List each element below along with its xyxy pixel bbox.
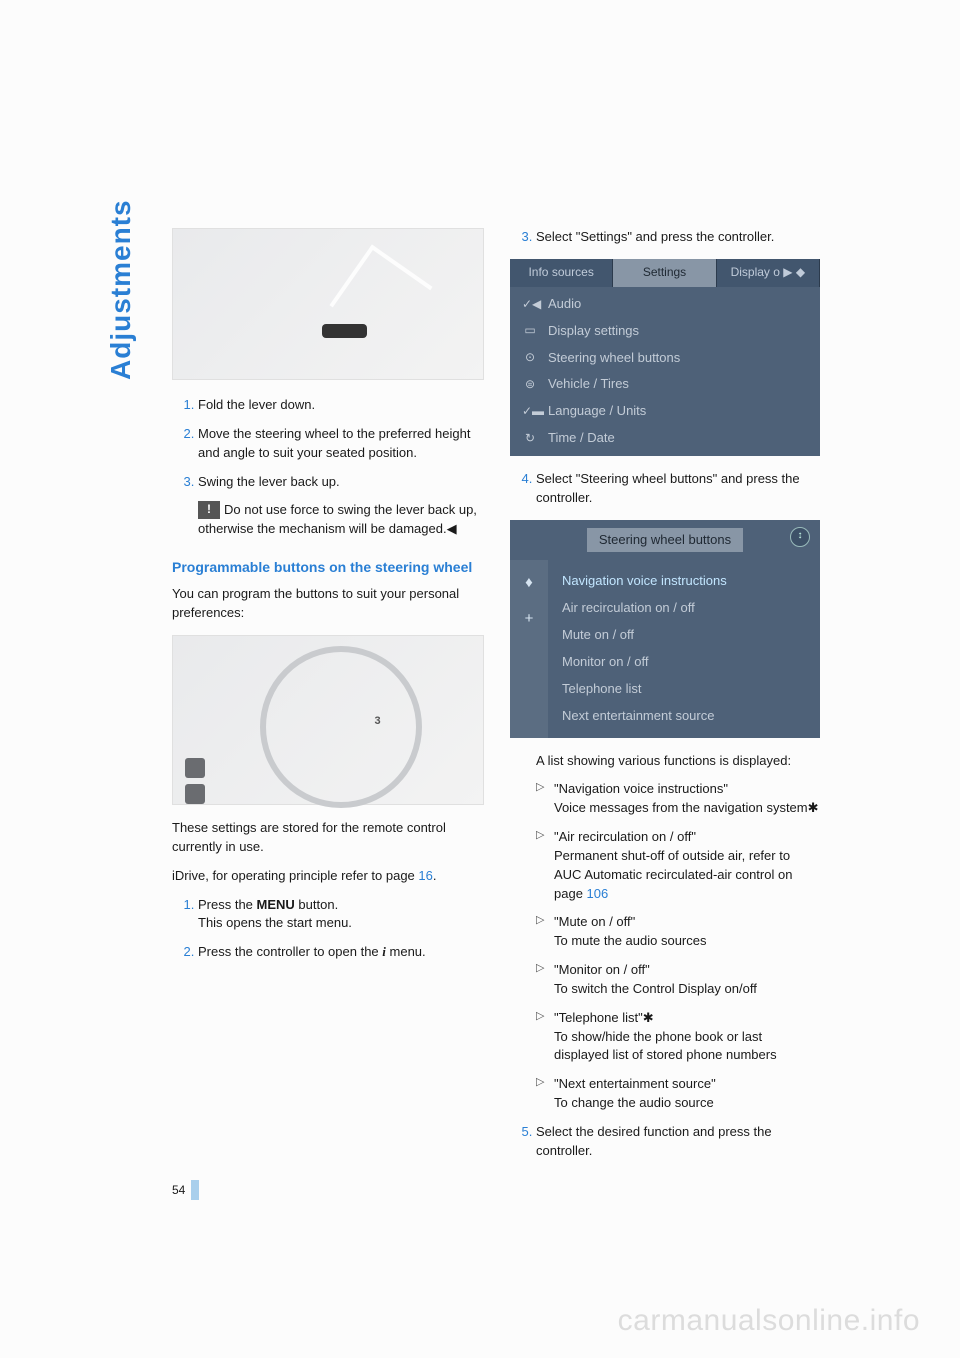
fn-nav: "Navigation voice instructions" Voice me… — [536, 780, 820, 818]
steps-right-5: Select the desired function and press th… — [510, 1123, 820, 1161]
section-heading: Adjustments — [105, 199, 137, 380]
page-ref-106[interactable]: 106 — [587, 886, 609, 901]
right-column: Select "Settings" and press the controll… — [510, 228, 820, 1173]
fn-monitor: "Monitor on / off" To switch the Control… — [536, 961, 820, 999]
step-b2: Press the controller to open the i menu. — [198, 943, 482, 962]
step-r3: Select "Settings" and press the controll… — [536, 228, 820, 247]
step-r5: Select the desired function and press th… — [536, 1123, 820, 1161]
steps-adjust-wheel: Fold the lever down. Move the steering w… — [172, 396, 482, 539]
caution-text: Do not use force to swing the lever back… — [198, 502, 477, 536]
fn-mute: "Mute on / off" To mute the audio source… — [536, 913, 820, 951]
opt-monitor: Monitor on / off — [562, 649, 806, 676]
function-list: "Navigation voice instructions" Voice me… — [536, 780, 820, 1113]
steps-program-buttons: Press the MENU button. This opens the st… — [172, 896, 482, 963]
menu-time-date: ↻Time / Date — [510, 425, 820, 452]
step-r4: Select "Steering wheel buttons" and pres… — [536, 470, 820, 508]
menu2-title: Steering wheel buttons — [587, 528, 743, 553]
step-2: Move the steering wheel to the preferred… — [198, 425, 482, 463]
idrive-ref: iDrive, for operating principle refer to… — [172, 867, 482, 886]
steps-right: Select "Settings" and press the controll… — [510, 228, 820, 247]
settings-stored-text: These settings are stored for the remote… — [172, 819, 482, 857]
tab-display: Display o ▶ ◆ — [717, 259, 820, 287]
watermark: carmanualsonline.info — [618, 1304, 920, 1338]
opt-air-recirc: Air recirculation on / off — [562, 595, 806, 622]
menu-audio: ✓◀Audio — [510, 291, 820, 318]
figure-steering-wheel-buttons: 3 — [172, 635, 484, 805]
opt-telephone: Telephone list — [562, 676, 806, 703]
plus-icon: + — [525, 608, 534, 630]
opt-navigation-voice: Navigation voice instructions — [562, 568, 806, 595]
intro-text: You can program the buttons to suit your… — [172, 585, 482, 623]
opt-mute: Mute on / off — [562, 622, 806, 649]
menu-language-units: ✓▬Language / Units — [510, 398, 820, 425]
figure-idrive-settings-menu: Info sources Settings Display o ▶ ◆ ✓◀Au… — [510, 259, 820, 456]
list-intro: A list showing various functions is disp… — [536, 752, 820, 771]
left-column: Fold the lever down. Move the steering w… — [172, 228, 482, 974]
warning-icon: ! — [198, 501, 220, 519]
step-b1: Press the MENU button. This opens the st… — [198, 896, 482, 934]
step-1: Fold the lever down. — [198, 396, 482, 415]
fn-telephone: "Telephone list"✱ To show/hide the phone… — [536, 1009, 820, 1066]
opt-next-source: Next entertainment source — [562, 703, 806, 730]
subheading-programmable-buttons: Programmable buttons on the steering whe… — [172, 557, 482, 577]
figure-idrive-steering-buttons-menu: Steering wheel buttons ↕ ♦ + Navigation … — [510, 520, 820, 738]
control-dial-icon: ↕ — [790, 527, 810, 547]
figure-steering-lever — [172, 228, 484, 380]
tab-settings: Settings — [613, 259, 716, 287]
page-number: 54 — [172, 1180, 199, 1200]
tab-info-sources: Info sources — [510, 259, 613, 287]
diamond-icon: ♦ — [525, 572, 533, 594]
menu-display-settings: ▭Display settings — [510, 318, 820, 345]
page-ref-16[interactable]: 16 — [418, 868, 432, 883]
menu-steering-wheel: ⊙Steering wheel buttons — [510, 345, 820, 372]
menu-vehicle-tires: ⊜Vehicle / Tires — [510, 371, 820, 398]
step-3: Swing the lever back up. ! Do not use fo… — [198, 473, 482, 540]
fn-air: "Air recirculation on / off" Permanent s… — [536, 828, 820, 903]
fn-next: "Next entertainment source" To change th… — [536, 1075, 820, 1113]
step-3-text: Swing the lever back up. — [198, 474, 340, 489]
steps-right-4: Select "Steering wheel buttons" and pres… — [510, 470, 820, 508]
